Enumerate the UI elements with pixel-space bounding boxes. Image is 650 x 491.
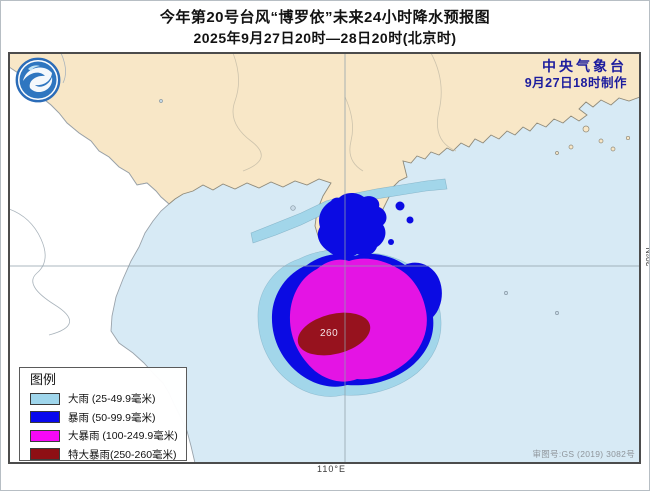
legend-item-extreme-rainstorm: 特大暴雨(250-260毫米)	[30, 446, 180, 462]
peak-rainfall-label: 260	[320, 328, 339, 339]
watermark-block: 中央气象台 9月27日18时制作	[525, 58, 627, 91]
heavy-rainstorm-label: 大暴雨 (100-249.9毫米)	[68, 430, 178, 442]
graticule	[9, 53, 640, 463]
heavy-rainstorm-swatch	[30, 429, 60, 442]
map-title: 今年第20号台风“博罗依”未来24小时降水预报图	[159, 9, 491, 26]
latitude-label: 20°N	[644, 247, 650, 267]
rainstorm-swatch	[30, 411, 60, 423]
rainstorm-label: 暴雨 (50-99.9毫米)	[68, 411, 156, 424]
longitude-label: 110°E	[317, 464, 346, 474]
map-frame	[8, 52, 641, 464]
rain-extreme-storm-layer	[297, 312, 371, 356]
extreme-rainstorm-swatch	[30, 448, 60, 460]
islands	[555, 125, 631, 155]
legend-box: 图例 大雨 (25-49.9毫米) 暴雨 (50-99.9毫米) 大暴雨 (10…	[19, 367, 187, 461]
legend-item-heavy-rainstorm: 大暴雨 (100-249.9毫米)	[30, 428, 180, 444]
map-review-credit: 审图号:GS (2019) 3082号	[532, 449, 635, 459]
heavy-rain-label: 大雨 (25-49.9毫米)	[68, 393, 156, 405]
vietnam-internal-borders	[9, 53, 70, 336]
cma-logo-icon	[15, 57, 61, 103]
legend-title: 图例	[30, 372, 57, 387]
map-subtitle: 2025年9月27日20时—28日20时(北京时)	[193, 30, 457, 46]
legend-item-rainstorm: 暴雨 (50-99.9毫米)	[30, 409, 180, 425]
extreme-rainstorm-label: 特大暴雨(250-260毫米)	[68, 448, 177, 461]
watermark-agency: 中央气象台	[542, 58, 627, 74]
watermark-issue-time: 9月27日18时制作	[524, 76, 627, 90]
province-boundaries	[232, 53, 457, 172]
legend-item-heavy-rain: 大雨 (25-49.9毫米)	[30, 391, 180, 407]
heavy-rain-swatch	[30, 392, 60, 405]
sea-islets	[159, 99, 559, 315]
title-block: 今年第20号台风“博罗依”未来24小时降水预报图 2025年9月27日20时—2…	[1, 7, 649, 48]
